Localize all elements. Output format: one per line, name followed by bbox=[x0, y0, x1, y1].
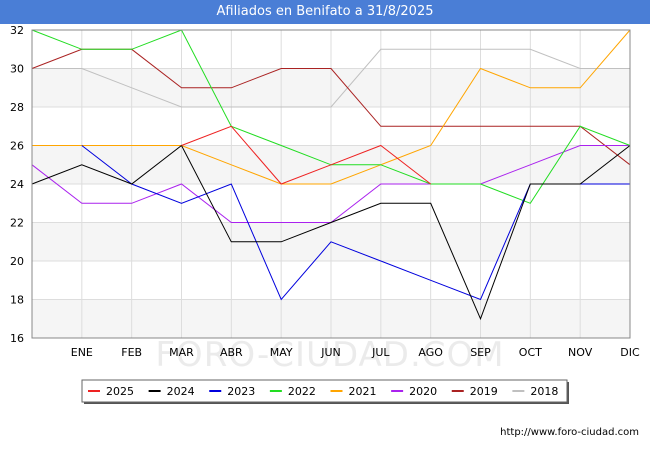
x-tick-label: AGO bbox=[418, 346, 443, 359]
x-tick-label: MAR bbox=[169, 346, 194, 359]
y-tick-label: 22 bbox=[10, 217, 24, 230]
plot-frame bbox=[31, 29, 631, 339]
x-tick-label: DIC bbox=[620, 346, 640, 359]
series-line-2021 bbox=[32, 29, 631, 185]
y-axis-ticks: 16 18 20 22 24 26 28 30 32 bbox=[10, 24, 24, 345]
y-tick-label: 24 bbox=[10, 178, 24, 191]
series-line-2018 bbox=[32, 48, 630, 108]
x-tick-label: OCT bbox=[519, 346, 542, 359]
x-tick-label: JUL bbox=[371, 346, 390, 359]
watermark: FORO-CIUDAD.COM bbox=[155, 335, 504, 375]
x-tick-label: SEP bbox=[470, 346, 491, 359]
x-tick-label: JUN bbox=[320, 346, 341, 359]
legend-label-2022: 2022 bbox=[288, 385, 316, 398]
legend-box bbox=[81, 379, 568, 403]
source-url[interactable]: http://www.foro-ciudad.com bbox=[500, 427, 639, 438]
series-lines bbox=[31, 29, 631, 321]
legend-label-2024: 2024 bbox=[167, 385, 195, 398]
x-tick-label: ABR bbox=[220, 346, 243, 359]
series-line-2025 bbox=[181, 125, 432, 185]
legend-label-2020: 2020 bbox=[409, 385, 437, 398]
y-tick-label: 30 bbox=[10, 63, 24, 76]
x-tick-label: NOV bbox=[568, 346, 593, 359]
legend-label-2025: 2025 bbox=[106, 385, 134, 398]
legend: 2025 2024 2023 2022 2021 2020 2019 2018 bbox=[81, 379, 569, 404]
y-tick-label: 28 bbox=[10, 101, 24, 114]
y-tick-label: 16 bbox=[10, 332, 24, 345]
legend-label-2021: 2021 bbox=[349, 385, 377, 398]
legend-label-2023: 2023 bbox=[227, 385, 255, 398]
x-tick-label: ENE bbox=[71, 346, 93, 359]
x-tick-label: FEB bbox=[121, 346, 142, 359]
legend-label-2019: 2019 bbox=[470, 385, 498, 398]
series-line-2024 bbox=[31, 144, 631, 321]
chart-title: Afiliados en Benifato a 31/8/2025 bbox=[0, 0, 650, 24]
x-tick-label: MAY bbox=[270, 346, 293, 359]
x-axis-ticks: ENE FEB MAR ABR MAY JUN JUL AGO SEP OCT NOV DIC bbox=[71, 346, 640, 359]
legend-label-2018: 2018 bbox=[530, 385, 558, 398]
y-tick-label: 32 bbox=[10, 24, 24, 37]
y-tick-label: 20 bbox=[10, 255, 24, 268]
y-tick-label: 18 bbox=[10, 294, 24, 307]
y-tick-label: 26 bbox=[10, 140, 24, 153]
